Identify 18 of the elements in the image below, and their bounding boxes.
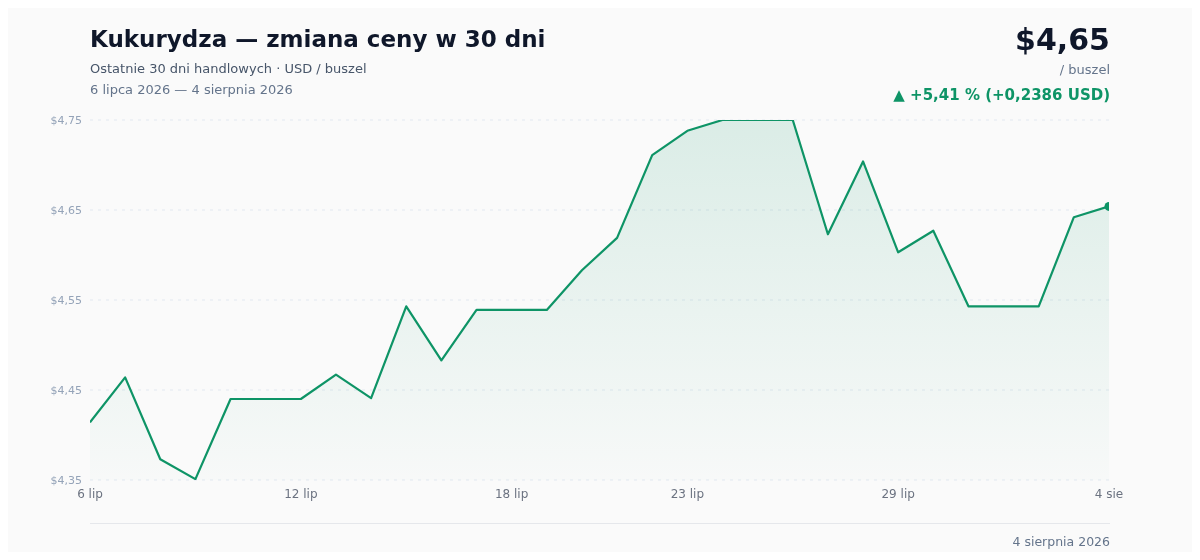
- x-tick-label: 12 lip: [284, 487, 318, 501]
- x-tick-label: 4 sie: [1094, 487, 1124, 501]
- x-tick-label: 18 lip: [494, 487, 529, 501]
- chart-subtitle: Ostatnie 30 dni handlowych · USD / buszel: [90, 61, 367, 76]
- y-tick-label: $4,55: [50, 293, 82, 307]
- x-tick-label: 6 lip: [77, 487, 103, 501]
- text: 4 sierpnia 2026: [1012, 534, 1110, 549]
- x-tick-label: 23 lip: [670, 487, 705, 501]
- y-tick-label: $4,75: [50, 113, 82, 127]
- text: 6 lipca 2026 — 4 sierpnia 2026: [90, 82, 293, 97]
- y-tick-label: $4,65: [50, 203, 82, 217]
- text: ▲ +5,41 % (+0,2386 USD): [893, 86, 1110, 104]
- chart-title: Kukurydza — zmiana ceny w 30 dni: [90, 26, 546, 52]
- text: $4,65: [1015, 22, 1110, 57]
- y-tick-label: $4,45: [50, 383, 82, 397]
- y-tick-label: $4,35: [50, 473, 82, 487]
- x-tick-label: 29 lip: [881, 487, 915, 501]
- text: / buszel: [1059, 62, 1110, 77]
